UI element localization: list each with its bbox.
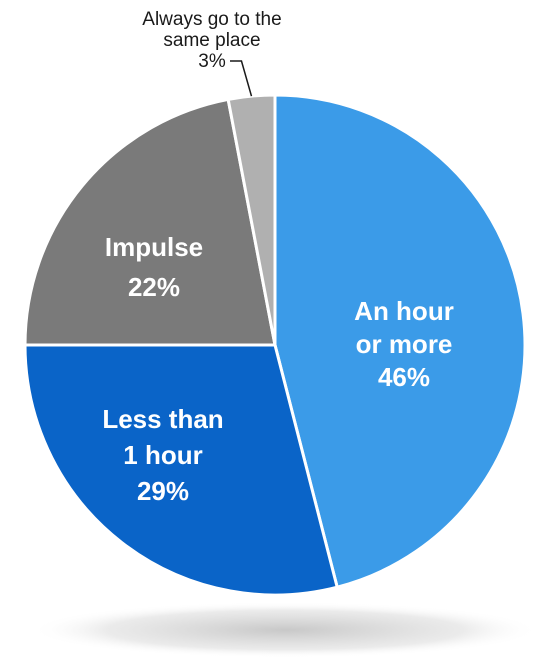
pie-shadow [30,602,540,658]
slice-value-label: 3% [198,51,226,72]
callout-leader-line [230,60,253,97]
slice-name-label: An hour [354,296,454,326]
slice-label: Less than 1 hour 29% [102,404,223,506]
slice-name-label: Less than [102,404,223,434]
slice-name-label: or more [356,329,453,359]
slice-value-label: 46% [378,362,430,392]
pie-slice [273,93,527,589]
pie-slices [23,93,527,597]
slice-value-label: 29% [137,476,189,506]
pie-slice [23,97,277,347]
slice-name-label: Always go to the [142,9,281,30]
slice-name-label: 1 hour [123,440,202,470]
pie-slice [23,343,339,597]
pie-labels: An hour or more 46% Less than 1 hour 29% Impul… [102,9,454,506]
slice-value-label: 22% [128,272,180,302]
slice-name-label: Impulse [105,232,203,262]
slice-label: An hour or more 46% [354,296,454,392]
slice-name-label: same place [163,30,260,51]
slice-label: Always go to the same place 3% [142,9,281,72]
slice-label: Impulse 22% [105,232,203,302]
pie-slice [226,93,277,347]
